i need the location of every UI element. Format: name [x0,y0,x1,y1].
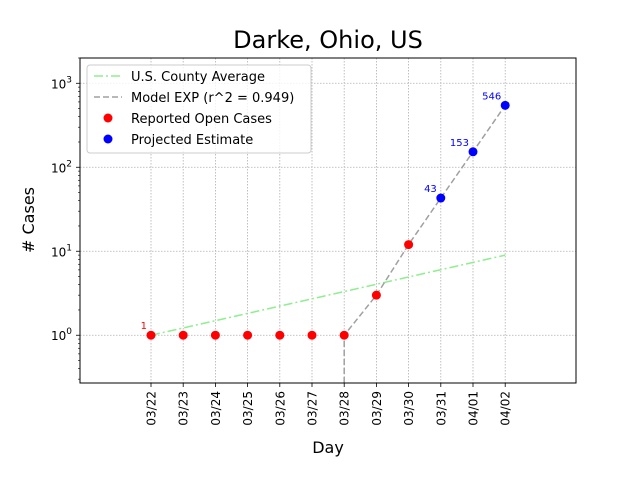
data-label: 153 [450,138,469,149]
x-tick-label: 03/28 [338,391,352,426]
x-axis-label: Day [312,438,344,457]
x-tick-label: 03/29 [370,391,384,426]
point-reported-open-cases [307,330,317,340]
point-projected-estimate [468,147,478,157]
axes: 03/22 03/23 03/24 03/25 03/26 03/27 03/28 03/29… [51,57,513,426]
x-tick-label: 03/27 [306,391,320,426]
legend: U.S. County Average Model EXP (r^2 = 0.9… [86,64,312,154]
point-reported-open-cases [210,330,220,340]
legend-label-model-exp: Model EXP (r^2 = 0.949) [131,91,294,106]
x-tick-label: 03/23 [177,391,191,426]
point-projected-estimate [436,193,446,203]
point-reported-open-cases [339,330,349,340]
legend-frame [86,64,312,154]
chart-title: Darke, Ohio, US [233,26,423,54]
legend-label-projected: Projected Estimate [131,133,253,148]
data-label: 43 [424,184,437,195]
x-tick-label: 03/26 [273,391,287,426]
plot-frame [79,57,577,384]
data-label: 1 [141,321,147,332]
legend-marker-projected [103,134,113,144]
x-tick-label: 04/02 [499,391,513,426]
x-tick-label: 03/22 [145,391,159,426]
point-reported-open-cases [178,330,188,340]
point-reported-open-cases [275,330,285,340]
y-axis-label: # Cases [19,187,38,253]
series-line-u-s-county-average [150,254,506,336]
legend-label-reported: Reported Open Cases [131,112,272,127]
point-projected-estimate [500,100,510,110]
series-layer: 1 43 153 546 [141,91,510,383]
x-tick-label: 03/31 [434,391,448,426]
point-reported-open-cases [146,330,156,340]
legend-marker-reported [103,113,113,123]
point-reported-open-cases [243,330,253,340]
x-tick-label: 03/25 [241,391,255,426]
x-tick-label: 04/01 [467,391,481,426]
point-reported-open-cases [404,240,414,250]
x-tick-label: 03/24 [209,391,223,426]
x-tick-label: 03/30 [402,391,416,426]
data-label: 546 [482,91,501,102]
legend-label-county-average: U.S. County Average [131,70,265,85]
point-reported-open-cases [371,290,381,300]
